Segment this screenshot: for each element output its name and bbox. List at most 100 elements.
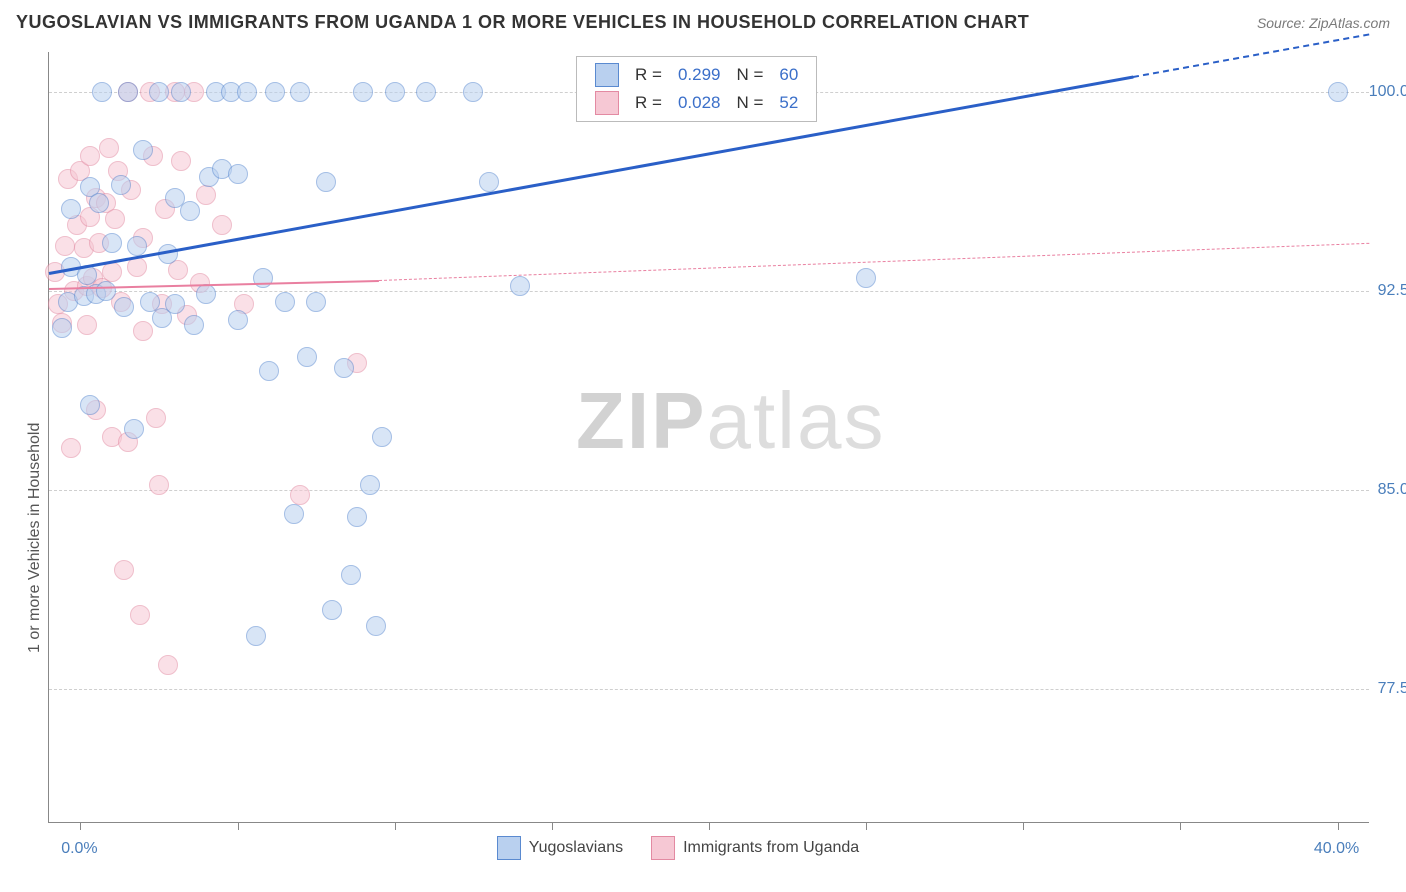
data-point: [184, 315, 204, 335]
legend-n-value: 60: [771, 61, 806, 89]
legend-row: R =0.299N =60: [587, 61, 806, 89]
x-tick-label: 0.0%: [61, 840, 97, 858]
data-point: [80, 146, 100, 166]
data-point: [118, 82, 138, 102]
data-point: [52, 318, 72, 338]
data-point: [385, 82, 405, 102]
data-point: [366, 616, 386, 636]
data-point: [133, 321, 153, 341]
legend-label: Yugoslavians: [529, 839, 623, 857]
data-point: [102, 262, 122, 282]
data-point: [146, 408, 166, 428]
y-tick-label: 77.5%: [1378, 680, 1406, 698]
data-point: [237, 82, 257, 102]
data-point: [275, 292, 295, 312]
y-tick-label: 92.5%: [1378, 282, 1406, 300]
legend-r-value: 0.028: [670, 89, 729, 117]
data-point: [171, 151, 191, 171]
gridline: [49, 490, 1369, 491]
legend-swatch: [651, 836, 675, 860]
data-point: [99, 138, 119, 158]
chart-title: YUGOSLAVIAN VS IMMIGRANTS FROM UGANDA 1 …: [16, 12, 1029, 33]
data-point: [290, 485, 310, 505]
data-point: [856, 268, 876, 288]
plot-area: 77.5%85.0%92.5%100.0%: [48, 52, 1369, 823]
data-point: [61, 199, 81, 219]
legend-swatch: [497, 836, 521, 860]
data-point: [290, 82, 310, 102]
data-point: [130, 605, 150, 625]
data-point: [1328, 82, 1348, 102]
legend-item: Immigrants from Uganda: [651, 836, 859, 860]
correlation-legend: R =0.299N =60R =0.028N =52: [576, 56, 817, 122]
data-point: [196, 284, 216, 304]
x-tick: [238, 822, 239, 830]
x-tick: [866, 822, 867, 830]
data-point: [259, 361, 279, 381]
legend-n-value: 52: [771, 89, 806, 117]
data-point: [124, 419, 144, 439]
gridline: [49, 291, 1369, 292]
legend-swatch: [595, 91, 619, 115]
data-point: [114, 297, 134, 317]
legend-n-label: N =: [728, 89, 771, 117]
x-tick: [1023, 822, 1024, 830]
y-tick-label: 100.0%: [1369, 83, 1406, 101]
data-point: [89, 193, 109, 213]
data-point: [165, 294, 185, 314]
data-point: [111, 175, 131, 195]
legend-r-label: R =: [627, 89, 670, 117]
data-point: [77, 315, 97, 335]
data-point: [96, 281, 116, 301]
x-tick: [80, 822, 81, 830]
legend-label: Immigrants from Uganda: [683, 839, 859, 857]
y-axis-title: 1 or more Vehicles in Household: [26, 422, 44, 652]
data-point: [92, 82, 112, 102]
data-point: [341, 565, 361, 585]
data-point: [114, 560, 134, 580]
data-point: [334, 358, 354, 378]
data-point: [322, 600, 342, 620]
trend-line: [1133, 33, 1369, 77]
data-point: [297, 347, 317, 367]
data-point: [228, 310, 248, 330]
series-legend: Yugoslavians Immigrants from Uganda: [497, 836, 859, 860]
x-tick: [709, 822, 710, 830]
data-point: [149, 82, 169, 102]
legend-r-label: R =: [627, 61, 670, 89]
x-tick: [1338, 822, 1339, 830]
data-point: [360, 475, 380, 495]
data-point: [55, 236, 75, 256]
data-point: [149, 475, 169, 495]
x-tick: [395, 822, 396, 830]
data-point: [246, 626, 266, 646]
data-point: [284, 504, 304, 524]
data-point: [265, 82, 285, 102]
data-point: [102, 233, 122, 253]
data-point: [463, 82, 483, 102]
data-point: [228, 164, 248, 184]
data-point: [158, 655, 178, 675]
data-point: [306, 292, 326, 312]
data-point: [171, 82, 191, 102]
data-point: [347, 507, 367, 527]
data-point: [212, 215, 232, 235]
data-point: [80, 395, 100, 415]
data-point: [416, 82, 436, 102]
data-point: [316, 172, 336, 192]
data-point: [61, 438, 81, 458]
x-tick: [552, 822, 553, 830]
x-tick: [1180, 822, 1181, 830]
y-tick-label: 85.0%: [1378, 481, 1406, 499]
legend-item: Yugoslavians: [497, 836, 623, 860]
data-point: [105, 209, 125, 229]
data-point: [180, 201, 200, 221]
x-tick-label: 40.0%: [1314, 840, 1359, 858]
data-point: [510, 276, 530, 296]
legend-row: R =0.028N =52: [587, 89, 806, 117]
source-label: Source: ZipAtlas.com: [1257, 15, 1390, 31]
gridline: [49, 689, 1369, 690]
data-point: [196, 185, 216, 205]
data-point: [353, 82, 373, 102]
data-point: [127, 236, 147, 256]
